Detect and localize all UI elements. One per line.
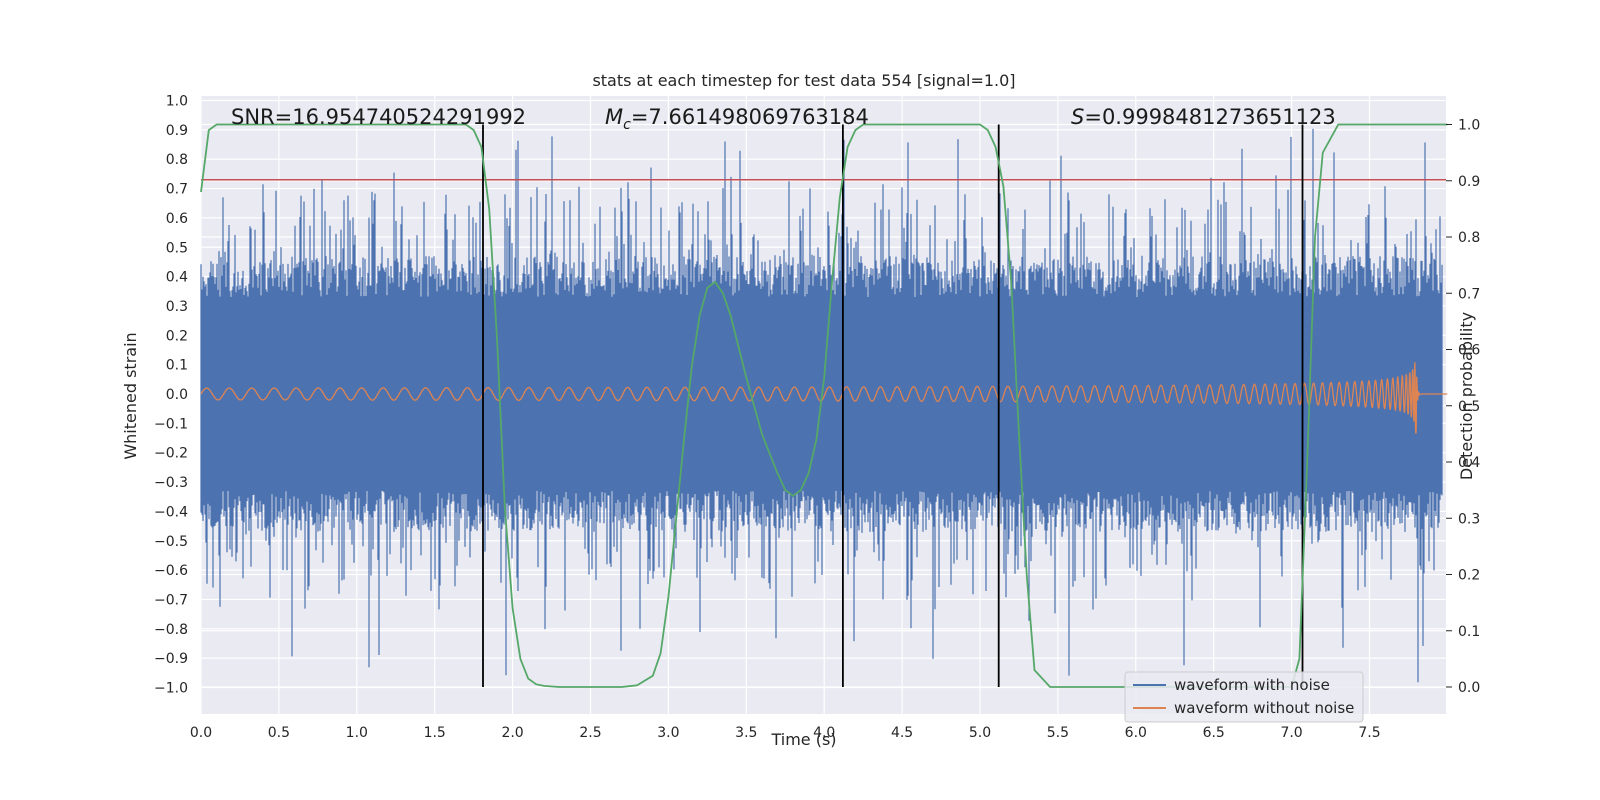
y2-axis-label: Detection probability [1457,312,1476,480]
x-tick-label: 6.0 [1125,725,1147,741]
x-tick-label: 7.0 [1280,725,1302,741]
x-tick-label: 4.0 [813,725,835,741]
y-tick-label: 0.8 [166,152,188,168]
y-tick-label: −1.0 [154,681,188,697]
y2-tick-label: 0.0 [1458,680,1480,696]
y-tick-label: −0.9 [154,651,188,667]
s-value: =0.9998481273651123 [1084,105,1335,129]
series-waveform-without-noise [200,362,1448,434]
y-tick-label: −0.4 [154,504,188,520]
y2-tick-label: 0.5 [1458,399,1480,415]
x-tick-label: 3.0 [657,725,679,741]
legend: waveform with noise waveform without noi… [1124,671,1364,723]
mc-symbol: M [605,105,623,129]
chirp-mass-annotation: Mc=7.661498069763184 [605,105,869,133]
y2-tick-label: 0.1 [1458,624,1480,640]
y2-tick-label: 0.4 [1458,455,1480,471]
x-tick-label: 2.0 [501,725,523,741]
y-tick-label: −0.7 [154,592,188,608]
score-annotation: S=0.9998481273651123 [1071,105,1336,129]
y-tick-label: 0.5 [166,240,188,256]
y-axis-label: Whitened strain [121,332,140,459]
y-tick-label: −0.5 [154,534,188,550]
y-tick-label: 0.6 [166,211,188,227]
x-tick-label: 0.0 [190,725,212,741]
x-axis-ticks: 0.0 0.5 1.0 1.5 2.0 2.5 3.0 3.5 4.0 4.5 5.0 5.5 6.0 6… [190,725,1381,741]
y-tick-label: 0.7 [166,182,188,198]
snr-annotation: SNR=16.954740524291992 [231,105,526,129]
clean-waveform-path [200,362,1448,434]
x-tick-label: 5.0 [969,725,991,741]
x-tick-label: 2.5 [579,725,601,741]
y-tick-label: 0.1 [166,358,188,374]
y-tick-label: −0.6 [154,563,188,579]
x-axis-label: Time (s) [770,730,836,749]
chart-title: stats at each timestep for test data 554… [592,71,1015,90]
x-tick-label: 1.0 [346,725,368,741]
y2-tick-label: 0.7 [1458,286,1480,302]
y-tick-label: −0.2 [154,446,188,462]
x-tick-label: 7.5 [1358,725,1380,741]
y2-tick-label: 0.3 [1458,511,1480,527]
y-tick-label: 0.3 [166,299,188,315]
noisy-waveform-path [200,128,1443,683]
y2-tick-label: 0.2 [1458,568,1480,584]
x-tick-label: 3.5 [735,725,757,741]
legend-label-noisy: waveform with noise [1174,676,1330,694]
y-tick-label: −0.1 [154,416,188,432]
x-tick-label: 0.5 [268,725,290,741]
y2-axis-ticks: 1.0 0.9 0.8 0.7 0.6 0.5 0.4 0.3 0.2 0.1 0.0 [1446,118,1480,696]
y-tick-label: 1.0 [166,94,188,110]
y-tick-label: 0.4 [166,270,188,286]
mc-subscript: c [623,117,631,133]
x-tick-label: 1.5 [424,725,446,741]
y-tick-label: −0.8 [154,622,188,638]
probability-path [200,123,1448,688]
legend-label-clean: waveform without noise [1174,699,1354,717]
y2-tick-label: 1.0 [1458,118,1480,134]
y-tick-label: −0.3 [154,475,188,491]
y2-tick-label: 0.8 [1458,230,1480,246]
y-tick-label: 0.0 [166,387,188,403]
y2-tick-label: 0.9 [1458,174,1480,190]
series-detection-probability [200,123,1448,688]
series-waveform-with-noise [200,128,1443,683]
x-tick-label: 4.5 [891,725,913,741]
y-axis-ticks: 1.0 0.9 0.8 0.7 0.6 0.5 0.4 0.3 0.2 0.1 0.0 −0.1 −0.… [154,94,188,697]
x-tick-label: 6.5 [1203,725,1225,741]
y-tick-label: 0.9 [166,123,188,139]
legend-box [1124,671,1364,723]
x-tick-label: 5.5 [1047,725,1069,741]
y2-tick-label: 0.6 [1458,343,1480,359]
mc-value: =7.661498069763184 [631,105,869,129]
y-tick-label: 0.2 [166,328,188,344]
s-symbol: S [1071,105,1084,129]
